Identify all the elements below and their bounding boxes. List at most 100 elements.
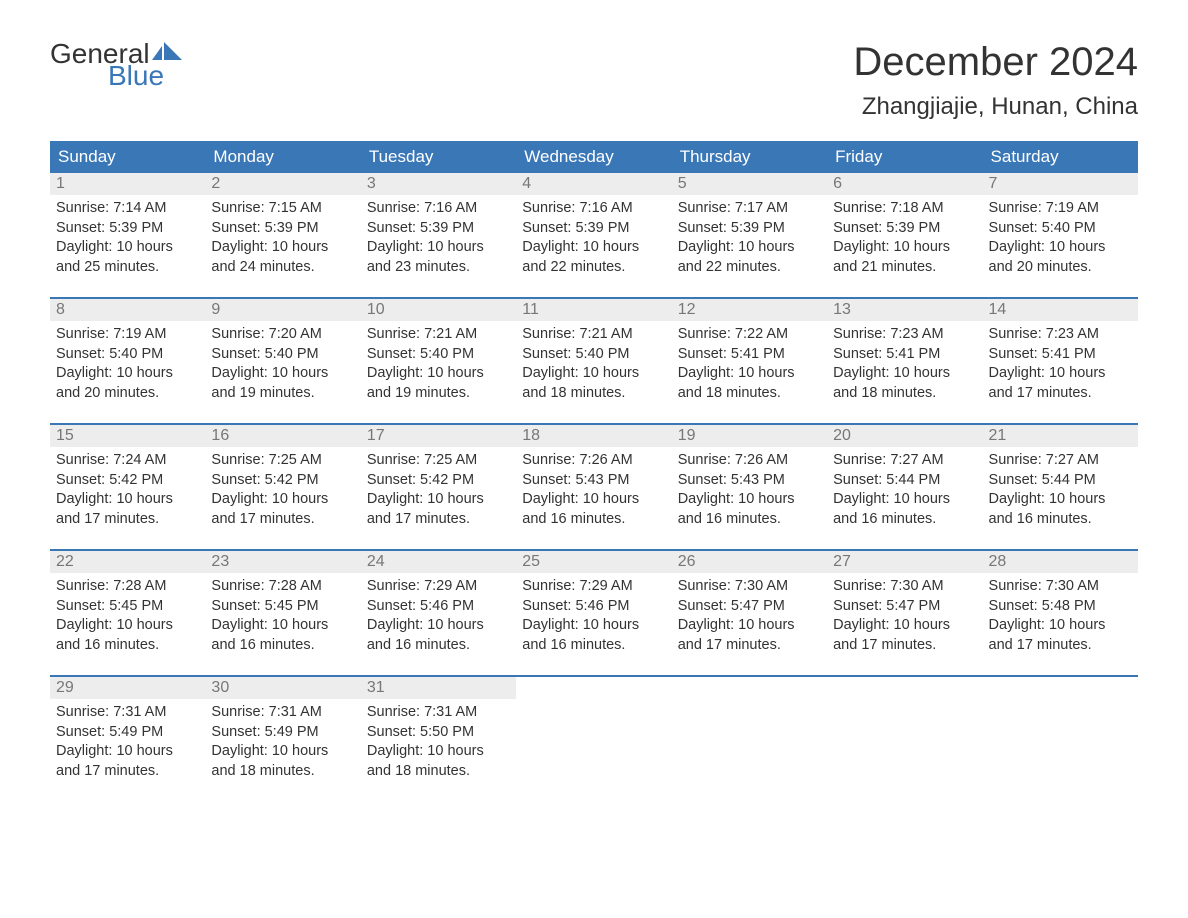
sunrise-line: Sunrise: 7:15 AM xyxy=(211,199,354,219)
day-cell: 15Sunrise: 7:24 AMSunset: 5:42 PMDayligh… xyxy=(50,425,205,543)
weekday-saturday: Saturday xyxy=(983,141,1138,173)
day-number-row: 29 xyxy=(50,677,205,699)
day-cell: 1Sunrise: 7:14 AMSunset: 5:39 PMDaylight… xyxy=(50,173,205,291)
sunset-line: Sunset: 5:45 PM xyxy=(211,597,354,617)
day-cell: 16 Sunrise: 7:25 AMSunset: 5:42 PMDayligh… xyxy=(205,425,360,543)
day-number: 25 xyxy=(522,553,540,570)
day-number: 30 xyxy=(211,679,229,696)
day-cell: 13Sunrise: 7:23 AMSunset: 5:41 PMDayligh… xyxy=(827,299,982,417)
daylight-line: Daylight: 10 hours and 17 minutes. xyxy=(833,616,976,655)
sunset-line: Sunset: 5:40 PM xyxy=(989,219,1132,239)
day-number-row: 4 xyxy=(516,173,671,195)
day-number: 17 xyxy=(367,427,385,444)
day-body: Sunrise: 7:27 AMSunset: 5:44 PMDaylight:… xyxy=(983,447,1138,537)
day-number: 24 xyxy=(367,553,385,570)
weekday-header-row: SundayMondayTuesdayWednesdayThursdayFrid… xyxy=(50,141,1138,173)
logo-word-blue: Blue xyxy=(108,62,182,90)
sunrise-line: Sunrise: 7:29 AM xyxy=(367,577,510,597)
daylight-line: Daylight: 10 hours and 17 minutes. xyxy=(989,616,1132,655)
day-number: 7 xyxy=(989,175,998,192)
day-number: 26 xyxy=(678,553,696,570)
daylight-line: Daylight: 10 hours and 18 minutes. xyxy=(678,364,821,403)
sunset-line: Sunset: 5:44 PM xyxy=(989,471,1132,491)
sunset-line: Sunset: 5:46 PM xyxy=(367,597,510,617)
day-body: Sunrise: 7:31 AMSunset: 5:49 PMDaylight:… xyxy=(50,699,205,789)
day-cell: 18Sunrise: 7:26 AMSunset: 5:43 PMDayligh… xyxy=(516,425,671,543)
day-number-row: 27 xyxy=(827,551,982,573)
day-body: Sunrise: 7:18 AMSunset: 5:39 PMDaylight:… xyxy=(827,195,982,285)
sunrise-line: Sunrise: 7:21 AM xyxy=(367,325,510,345)
daylight-line: Daylight: 10 hours and 19 minutes. xyxy=(367,364,510,403)
sunrise-line: Sunrise: 7:30 AM xyxy=(989,577,1132,597)
sunset-line: Sunset: 5:39 PM xyxy=(833,219,976,239)
day-cell: 5Sunrise: 7:17 AMSunset: 5:39 PMDaylight… xyxy=(672,173,827,291)
week-row: 8 Sunrise: 7:19 AMSunset: 5:40 PM Daylight… xyxy=(50,297,1138,417)
day-number-row: 2 xyxy=(205,173,360,195)
sunset-line: Sunset: 5:43 PM xyxy=(678,471,821,491)
sunset-line: Sunset: 5:39 PM xyxy=(211,219,354,239)
day-number-row: 6 xyxy=(827,173,982,195)
sunset-line: Sunset: 5:45 PM xyxy=(56,597,199,617)
day-number-row: 12 xyxy=(672,299,827,321)
day-cell: 30Sunrise: 7:31 AMSunset: 5:49 PMDayligh… xyxy=(205,677,360,795)
day-body: Sunrise: 7:25 AMSunset: 5:42 PMDaylight:… xyxy=(361,447,516,537)
daylight-line: Daylight: 10 hours and 19 minutes. xyxy=(211,364,354,403)
day-cell xyxy=(983,677,1138,795)
day-number: 22 xyxy=(56,553,74,570)
day-number-row: 22 xyxy=(50,551,205,573)
sunrise-line: Sunrise: 7:19 AM xyxy=(56,325,199,345)
day-body: Sunrise: 7:23 AMSunset: 5:41 PMDaylight:… xyxy=(827,321,982,411)
day-number: 16 xyxy=(211,427,229,444)
day-number-row: 18 xyxy=(516,425,671,447)
day-cell: 8Sunrise: 7:19 AMSunset: 5:40 PMDaylight… xyxy=(50,299,205,417)
week-row: 29Sunrise: 7:31 AMSunset: 5:49 PMDayligh… xyxy=(50,675,1138,795)
sunrise-line: Sunrise: 7:29 AM xyxy=(522,577,665,597)
day-body: Sunrise: 7:30 AMSunset: 5:48 PMDaylight:… xyxy=(983,573,1138,663)
day-cell: 12Sunrise: 7:22 AMSunset: 5:41 PMDayligh… xyxy=(672,299,827,417)
sunrise-line: Sunrise: 7:20 AM xyxy=(211,325,354,345)
day-number-row: 16 xyxy=(205,425,360,447)
day-number: 14 xyxy=(989,301,1007,318)
sunrise-line: Sunrise: 7:21 AM xyxy=(522,325,665,345)
day-body: Sunrise: 7:16 AMSunset: 5:39 PMDaylight:… xyxy=(516,195,671,285)
sunset-line: Sunset: 5:39 PM xyxy=(367,219,510,239)
day-cell: 25 Sunrise: 7:29 AMSunset: 5:46 PMDayligh… xyxy=(516,551,671,669)
sunrise-line: Sunrise: 7:31 AM xyxy=(56,703,199,723)
sunset-line: Sunset: 5:40 PM xyxy=(56,345,199,365)
day-body: Sunrise: 7:14 AMSunset: 5:39 PMDaylight:… xyxy=(50,195,205,285)
day-body: Sunrise: 7:15 AMSunset: 5:39 PMDaylight:… xyxy=(205,195,360,285)
day-cell: 17 Sunrise: 7:25 AMSunset: 5:42 PMDayligh… xyxy=(361,425,516,543)
daylight-line: Daylight: 10 hours and 16 minutes. xyxy=(678,490,821,529)
sunrise-line: Sunrise: 7:16 AM xyxy=(367,199,510,219)
sunrise-line: Sunrise: 7:22 AM xyxy=(678,325,821,345)
day-number: 8 xyxy=(56,301,65,318)
day-body: Sunrise: 7:28 AMSunset: 5:45 PMDaylight:… xyxy=(50,573,205,663)
daylight-line: Daylight: 10 hours and 22 minutes. xyxy=(522,238,665,277)
sunrise-line: Sunrise: 7:31 AM xyxy=(367,703,510,723)
day-number: 6 xyxy=(833,175,842,192)
day-number-row: 19 xyxy=(672,425,827,447)
sunrise-line: Sunrise: 7:28 AM xyxy=(211,577,354,597)
daylight-line: Daylight: 10 hours and 18 minutes. xyxy=(211,742,354,781)
day-body: Sunrise: 7:29 AMSunset: 5:46 PMDaylight:… xyxy=(516,573,671,663)
sunset-line: Sunset: 5:43 PM xyxy=(522,471,665,491)
week-row: 1Sunrise: 7:14 AMSunset: 5:39 PMDaylight… xyxy=(50,173,1138,291)
day-number: 5 xyxy=(678,175,687,192)
day-cell: 14Sunrise: 7:23 AMSunset: 5:41 PMDayligh… xyxy=(983,299,1138,417)
day-cell: 21Sunrise: 7:27 AMSunset: 5:44 PMDayligh… xyxy=(983,425,1138,543)
sunrise-line: Sunrise: 7:17 AM xyxy=(678,199,821,219)
day-number-row: 15 xyxy=(50,425,205,447)
day-number-row: 25 xyxy=(516,551,671,573)
sunset-line: Sunset: 5:46 PM xyxy=(522,597,665,617)
day-cell: 24Sunrise: 7:29 AMSunset: 5:46 PMDayligh… xyxy=(361,551,516,669)
daylight-line: Daylight: 10 hours and 18 minutes. xyxy=(522,364,665,403)
daylight-line: Daylight: 10 hours and 21 minutes. xyxy=(833,238,976,277)
sunrise-line: Sunrise: 7:23 AM xyxy=(833,325,976,345)
title-block: December 2024 Zhangjiajie, Hunan, China xyxy=(853,40,1138,121)
day-body: Sunrise: 7:25 AMSunset: 5:42 PMDaylight:… xyxy=(205,447,360,537)
daylight-line: Daylight: 10 hours and 16 minutes. xyxy=(989,490,1132,529)
day-cell: 10Sunrise: 7:21 AMSunset: 5:40 PMDayligh… xyxy=(361,299,516,417)
sunrise-line: Sunrise: 7:16 AM xyxy=(522,199,665,219)
day-number-row: 30 xyxy=(205,677,360,699)
day-number: 27 xyxy=(833,553,851,570)
